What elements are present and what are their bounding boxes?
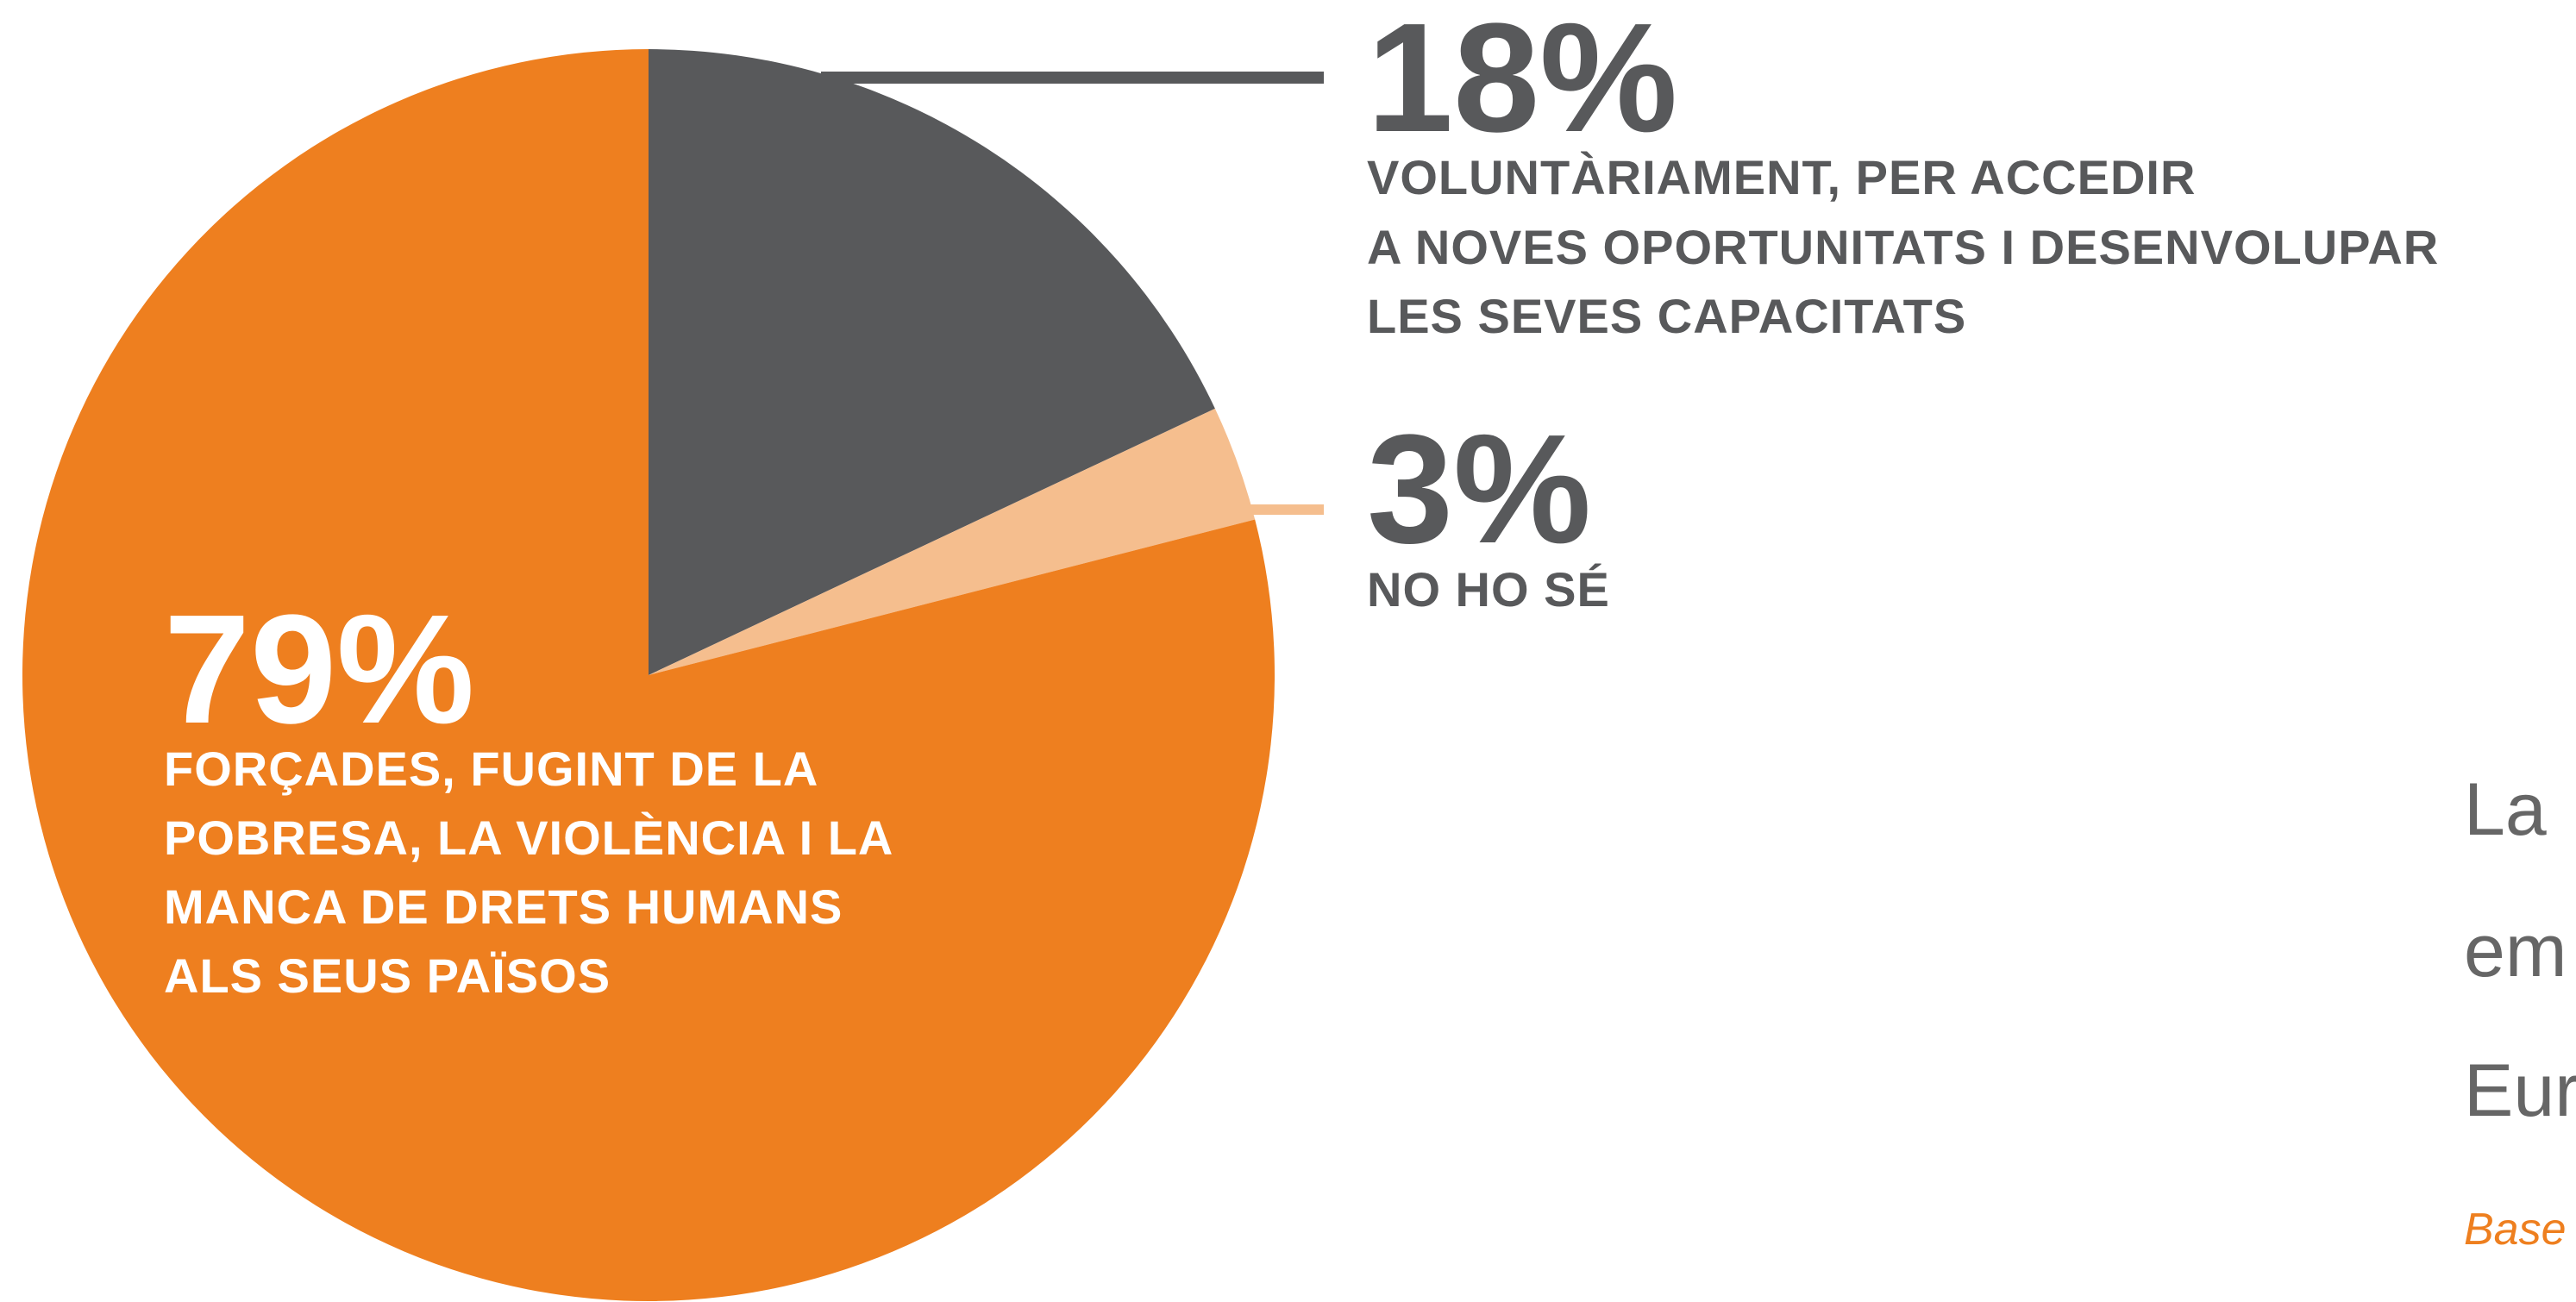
side-text: La	[2464, 768, 2547, 851]
pie-slice	[22, 49, 1275, 1301]
category-label: POBRESA, LA VIOLÈNCIA I LA	[164, 811, 893, 865]
note: Base	[2464, 1205, 2567, 1255]
pie-slice	[649, 49, 1215, 675]
value-label: 79%	[164, 583, 474, 756]
value-label: 18%	[1367, 0, 1677, 165]
category-label: VOLUNTÀRIAMENT, PER ACCEDIR	[1367, 150, 2196, 204]
pie-slice	[649, 408, 1256, 675]
side-text: Eur	[2464, 1049, 2576, 1132]
category-label: LES SEVES CAPACITATS	[1367, 289, 1966, 343]
category-label: NO HO SÉ	[1367, 562, 1610, 617]
value-label: 3%	[1367, 403, 1591, 576]
category-label: ALS SEUS PAÏSOS	[164, 948, 611, 1003]
category-label: MANCA DE DRETS HUMANS	[164, 879, 843, 934]
category-label: A NOVES OPORTUNITATS I DESENVOLUPAR	[1367, 220, 2439, 274]
category-label: FORÇADES, FUGINT DE LA	[164, 742, 818, 796]
side-text: em	[2464, 910, 2567, 992]
